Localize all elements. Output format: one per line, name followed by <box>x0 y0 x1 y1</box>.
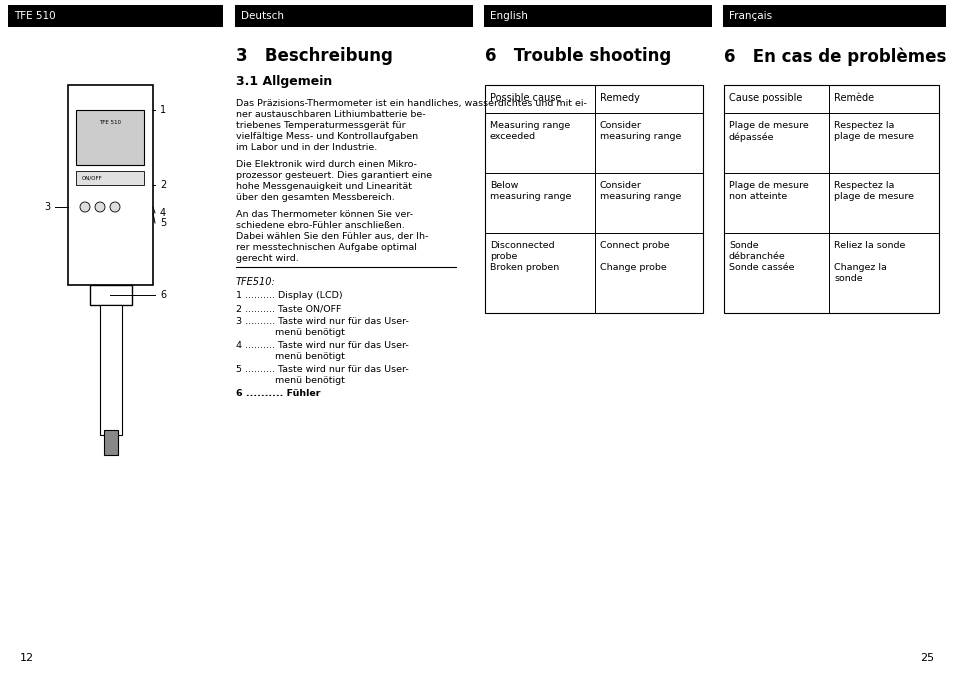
Bar <box>722 5 945 27</box>
Text: Consider: Consider <box>599 121 641 130</box>
Text: triebenes Temperaturmessgerät für: triebenes Temperaturmessgerät für <box>235 121 405 130</box>
Text: dépassée: dépassée <box>728 132 774 142</box>
Text: Sonde cassée: Sonde cassée <box>728 263 794 272</box>
Text: 4 .......... Taste wird nur für das User-: 4 .......... Taste wird nur für das User… <box>235 341 408 350</box>
Text: Respectez la: Respectez la <box>833 181 893 190</box>
Text: Remède: Remède <box>833 93 873 103</box>
Text: Remedy: Remedy <box>599 93 639 103</box>
Text: Measuring range: Measuring range <box>490 121 570 130</box>
Text: 12: 12 <box>20 653 34 663</box>
Text: Connect probe: Connect probe <box>599 241 669 250</box>
Circle shape <box>80 202 90 212</box>
Circle shape <box>95 202 105 212</box>
Bar <box>234 5 473 27</box>
Text: Changez la: Changez la <box>833 263 886 272</box>
Text: débranchée: débranchée <box>728 252 785 261</box>
Text: über den gesamten Messbereich.: über den gesamten Messbereich. <box>235 193 395 202</box>
Text: 3   Beschreibung: 3 Beschreibung <box>235 47 393 65</box>
Bar <box>8 5 223 27</box>
Text: 5 .......... Taste wird nur für das User-: 5 .......... Taste wird nur für das User… <box>235 365 408 374</box>
Text: Disconnected: Disconnected <box>490 241 554 250</box>
Text: Change probe: Change probe <box>599 263 666 272</box>
Text: im Labor und in der Industrie.: im Labor und in der Industrie. <box>235 143 376 152</box>
Text: Français: Français <box>728 11 771 21</box>
Text: probe: probe <box>490 252 517 261</box>
Text: 6: 6 <box>160 290 166 300</box>
Text: 3: 3 <box>44 202 50 212</box>
Text: Dabei wählen Sie den Fühler aus, der Ih-: Dabei wählen Sie den Fühler aus, der Ih- <box>235 232 428 241</box>
Text: vielfältige Mess- und Kontrollaufgaben: vielfältige Mess- und Kontrollaufgaben <box>235 132 417 141</box>
Text: 5: 5 <box>160 218 166 228</box>
Text: 6 .......... Fühler: 6 .......... Fühler <box>235 389 320 398</box>
Text: 6   Trouble shooting: 6 Trouble shooting <box>484 47 671 65</box>
Text: non atteinte: non atteinte <box>728 192 786 201</box>
Text: Die Elektronik wird durch einen Mikro-: Die Elektronik wird durch einen Mikro- <box>235 160 416 169</box>
Text: 25: 25 <box>919 653 933 663</box>
Text: menü benötigt: menü benötigt <box>248 328 345 337</box>
Text: Consider: Consider <box>599 181 641 190</box>
Text: 1: 1 <box>160 105 166 115</box>
Bar <box>68 85 152 285</box>
Circle shape <box>110 202 120 212</box>
Text: Below: Below <box>490 181 517 190</box>
Text: TFE 510: TFE 510 <box>14 11 55 21</box>
Text: Plage de mesure: Plage de mesure <box>728 121 808 130</box>
Bar <box>90 285 132 305</box>
Text: Respectez la: Respectez la <box>833 121 893 130</box>
Text: schiedene ebro-Fühler anschließen.: schiedene ebro-Fühler anschließen. <box>235 221 404 230</box>
Text: prozessor gesteuert. Dies garantiert eine: prozessor gesteuert. Dies garantiert ein… <box>235 171 432 180</box>
Text: exceeded: exceeded <box>490 132 536 141</box>
Text: 3.1 Allgemein: 3.1 Allgemein <box>235 75 332 88</box>
Bar <box>76 171 144 185</box>
Text: Possible cause: Possible cause <box>490 93 560 103</box>
Bar <box>100 305 122 435</box>
Text: Broken proben: Broken proben <box>490 263 558 272</box>
Text: Cause possible: Cause possible <box>728 93 801 103</box>
Text: sonde: sonde <box>833 274 862 283</box>
Text: ON/OFF: ON/OFF <box>82 176 103 180</box>
Text: TFE 510: TFE 510 <box>99 120 121 125</box>
Text: An das Thermometer können Sie ver-: An das Thermometer können Sie ver- <box>235 210 413 219</box>
Text: TFE510:: TFE510: <box>235 277 275 287</box>
Text: Deutsch: Deutsch <box>241 11 284 21</box>
Text: Plage de mesure: Plage de mesure <box>728 181 808 190</box>
Text: Sonde: Sonde <box>728 241 758 250</box>
Text: menü benötigt: menü benötigt <box>248 352 345 361</box>
Text: Das Präzisions-Thermometer ist ein handliches, wasserdichtes und mit ei-: Das Präzisions-Thermometer ist ein handl… <box>235 99 586 108</box>
Text: ner austauschbaren Lithiumbatterie be-: ner austauschbaren Lithiumbatterie be- <box>235 110 425 119</box>
Text: 2 .......... Taste ON/OFF: 2 .......... Taste ON/OFF <box>235 304 341 313</box>
Text: 6   En cas de problèmes: 6 En cas de problèmes <box>723 47 945 65</box>
Bar <box>483 5 711 27</box>
Text: gerecht wird.: gerecht wird. <box>235 254 298 263</box>
Text: 2: 2 <box>160 180 166 190</box>
Text: Reliez la sonde: Reliez la sonde <box>833 241 904 250</box>
Text: English: English <box>490 11 527 21</box>
Text: plage de mesure: plage de mesure <box>833 192 913 201</box>
Text: 4: 4 <box>160 208 166 218</box>
Text: plage de mesure: plage de mesure <box>833 132 913 141</box>
Bar <box>76 110 144 165</box>
Text: measuring range: measuring range <box>599 132 680 141</box>
Text: measuring range: measuring range <box>490 192 571 201</box>
Text: rer messtechnischen Aufgabe optimal: rer messtechnischen Aufgabe optimal <box>235 243 416 252</box>
Text: measuring range: measuring range <box>599 192 680 201</box>
Bar <box>723 85 938 313</box>
Text: menü benötigt: menü benötigt <box>248 376 345 385</box>
Text: 1 .......... Display (LCD): 1 .......... Display (LCD) <box>235 291 342 300</box>
Text: hohe Messgenauigkeit und Linearität: hohe Messgenauigkeit und Linearität <box>235 182 412 191</box>
Text: 3 .......... Taste wird nur für das User-: 3 .......... Taste wird nur für das User… <box>235 317 409 326</box>
Bar <box>484 85 702 313</box>
Bar <box>104 430 118 455</box>
